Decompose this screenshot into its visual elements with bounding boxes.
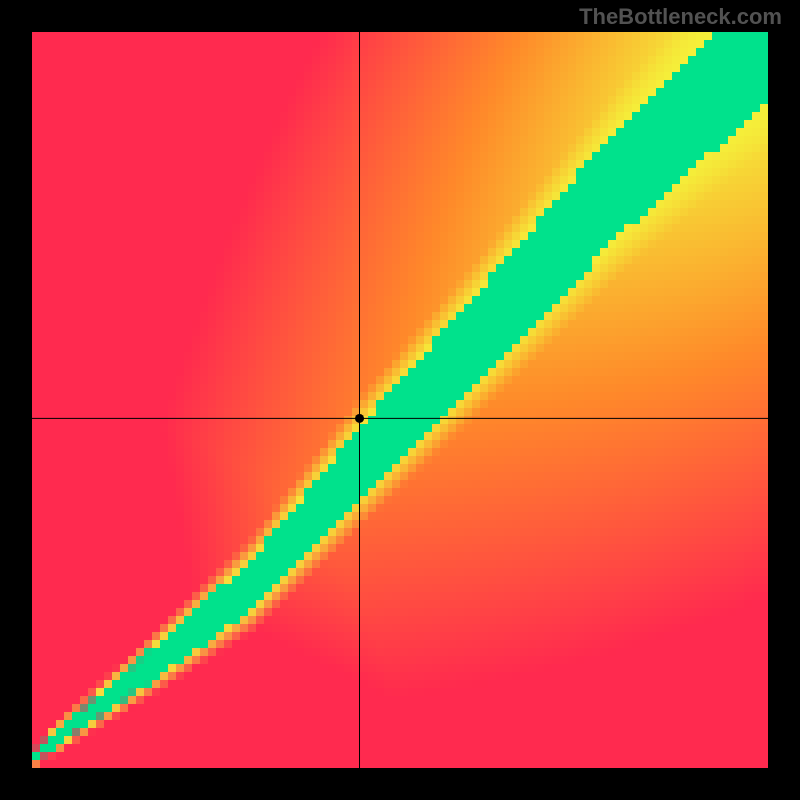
watermark-text: TheBottleneck.com — [579, 4, 782, 30]
heatmap-plot — [32, 32, 768, 768]
heatmap-canvas — [32, 32, 768, 768]
chart-container: TheBottleneck.com — [0, 0, 800, 800]
